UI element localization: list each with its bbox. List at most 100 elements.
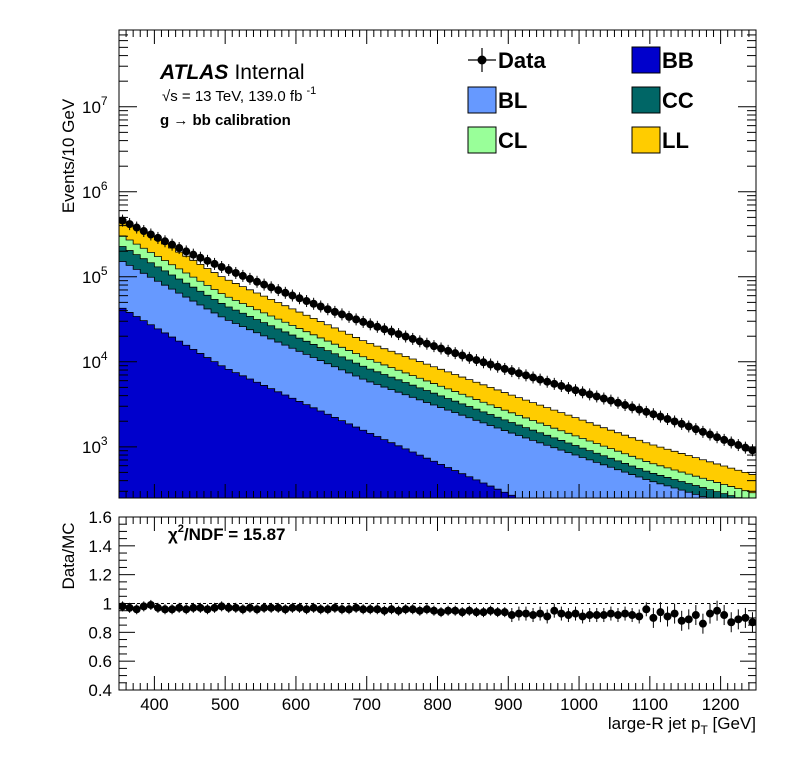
ratio-point: [267, 603, 276, 612]
data-point: [295, 294, 304, 303]
data-point: [592, 392, 601, 401]
legend-swatch: [631, 46, 661, 74]
ratio-point: [210, 603, 219, 612]
ratio-y-tick-label: 0.6: [88, 652, 112, 671]
data-point: [337, 310, 346, 319]
data-point: [529, 373, 538, 382]
ratio-point: [224, 603, 233, 612]
ratio-point: [713, 606, 722, 615]
data-point: [422, 339, 431, 348]
ratio-point: [599, 611, 608, 620]
x-tick-label: 1000: [560, 695, 598, 714]
x-tick-label: 900: [494, 695, 522, 714]
ratio-point: [670, 609, 679, 618]
ratio-point: [429, 606, 438, 615]
ratio-point: [359, 605, 368, 614]
ratio-point: [182, 605, 191, 614]
ratio-point: [161, 605, 170, 614]
legend-label: BL: [498, 88, 527, 113]
legend-label: Data: [498, 48, 546, 73]
data-point: [309, 299, 318, 308]
data-point: [437, 344, 446, 353]
data-point: [521, 371, 530, 380]
data-point: [182, 247, 191, 256]
data-point: [606, 396, 615, 405]
legend-label: CL: [498, 128, 527, 153]
ratio-point: [281, 605, 290, 614]
data-point: [621, 401, 630, 410]
data-point: [189, 250, 198, 259]
data-point: [451, 349, 460, 358]
ratio-point: [302, 605, 311, 614]
data-point: [260, 280, 269, 289]
y-tick-label: 104: [82, 349, 108, 372]
ratio-point: [635, 612, 644, 621]
legend-label: BB: [662, 48, 694, 73]
data-point: [359, 317, 368, 326]
data-point: [373, 322, 382, 331]
legend-entry-bb: BB: [631, 46, 694, 74]
data-point: [217, 263, 226, 272]
data-point: [146, 230, 155, 239]
data-point: [316, 302, 325, 311]
data-point: [684, 422, 693, 431]
data-point: [550, 379, 559, 388]
data-point: [741, 443, 750, 452]
data-point: [500, 364, 509, 373]
ratio-point: [734, 615, 743, 624]
ratio-point: [500, 608, 509, 617]
data-point: [288, 291, 297, 300]
ratio-point: [748, 618, 757, 627]
ratio-point: [231, 603, 240, 612]
ratio-point: [175, 603, 184, 612]
ratio-y-tick-label: 1.2: [88, 566, 112, 585]
ratio-point: [578, 612, 587, 621]
data-point: [578, 388, 587, 397]
data-point: [479, 358, 488, 367]
legend-entry-cl: CL: [467, 126, 527, 154]
legend-entry-data: Data: [468, 48, 546, 73]
ratio-point: [486, 606, 495, 615]
data-point: [429, 342, 438, 351]
legend-entry-cc: CC: [631, 86, 694, 114]
data-point: [698, 427, 707, 436]
data-point: [118, 216, 127, 225]
ratio-point: [521, 609, 530, 618]
data-point: [132, 223, 141, 232]
ratio-point: [684, 615, 693, 624]
ratio-y-tick-label: 1.6: [88, 508, 112, 527]
data-point: [571, 386, 580, 395]
ratio-point: [415, 606, 424, 615]
x-tick-label: 1100: [632, 695, 669, 714]
data-point: [465, 353, 474, 362]
ratio-point: [472, 608, 481, 617]
ratio-point: [458, 608, 467, 617]
ratio-y-tick-label: 1: [103, 595, 112, 614]
data-point: [677, 419, 686, 428]
ratio-point: [238, 605, 247, 614]
ratio-point: [557, 609, 566, 618]
data-point: [153, 233, 162, 242]
x-axis-label: large-R jet pT [GeV]: [608, 714, 756, 737]
data-point: [642, 407, 651, 416]
data-point: [691, 425, 700, 434]
x-tick-label: 600: [282, 695, 310, 714]
data-point: [380, 325, 389, 334]
legend-swatch: [467, 126, 497, 154]
data-point: [585, 390, 594, 399]
y-tick-label: 103: [82, 434, 108, 457]
legend-swatch: [631, 86, 661, 114]
ratio-point: [741, 613, 750, 622]
legend-swatch: [467, 86, 497, 114]
ratio-point: [146, 600, 155, 609]
ratio-point: [380, 606, 389, 615]
ratio-point: [585, 611, 594, 620]
ratio-point: [514, 609, 523, 618]
ratio-point: [153, 603, 162, 612]
ratio-point: [352, 603, 361, 612]
data-point: [543, 377, 552, 386]
ratio-y-axis-label: Data/MC: [59, 522, 78, 589]
data-point: [238, 271, 247, 280]
ratio-y-tick-label: 0.4: [88, 681, 112, 700]
